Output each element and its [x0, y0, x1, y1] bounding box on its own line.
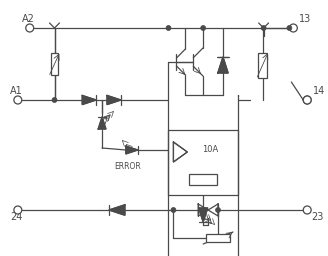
- Circle shape: [14, 206, 22, 214]
- Bar: [189, 174, 217, 185]
- Text: 14: 14: [313, 86, 325, 96]
- Circle shape: [166, 26, 171, 30]
- Circle shape: [303, 96, 311, 104]
- Circle shape: [215, 208, 220, 212]
- Polygon shape: [98, 117, 106, 129]
- Bar: [258, 52, 267, 78]
- Polygon shape: [174, 142, 187, 162]
- Polygon shape: [109, 205, 125, 215]
- Text: 13: 13: [299, 14, 312, 24]
- Text: A1: A1: [10, 86, 23, 96]
- Bar: [206, 234, 230, 242]
- Circle shape: [201, 26, 206, 30]
- Circle shape: [52, 98, 57, 102]
- Polygon shape: [82, 95, 96, 104]
- Circle shape: [303, 96, 311, 104]
- Text: A2: A2: [22, 14, 35, 24]
- Text: 23: 23: [311, 212, 323, 222]
- Polygon shape: [126, 146, 138, 154]
- Circle shape: [26, 24, 34, 32]
- Polygon shape: [218, 57, 228, 73]
- Circle shape: [289, 24, 297, 32]
- Circle shape: [303, 206, 311, 214]
- Bar: [169, 130, 238, 195]
- Text: 24: 24: [10, 212, 22, 222]
- Bar: [51, 53, 58, 75]
- Circle shape: [287, 26, 292, 30]
- Polygon shape: [199, 208, 208, 222]
- Circle shape: [14, 96, 22, 104]
- Text: ERROR: ERROR: [114, 162, 141, 171]
- Text: 10A: 10A: [202, 145, 218, 155]
- Circle shape: [261, 26, 266, 30]
- Circle shape: [171, 208, 176, 212]
- Polygon shape: [107, 95, 121, 104]
